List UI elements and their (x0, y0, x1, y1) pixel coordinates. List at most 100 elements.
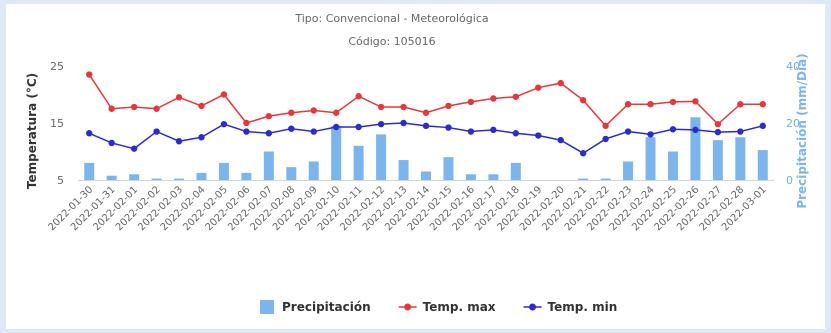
temp-min-point (647, 131, 654, 138)
chart-subtitle: Tipo: Convencional - Meteorológica Códig… (294, 12, 488, 48)
precipitation-bar (106, 175, 117, 180)
temp-min-point (153, 128, 160, 135)
temp-min-point (377, 120, 385, 128)
temp-max-point (220, 91, 228, 98)
precipitation-bar (84, 162, 95, 180)
temp-min-point (714, 128, 722, 136)
legend-label: Temp. min (548, 300, 618, 314)
precipitation-bar (353, 145, 364, 180)
temp-max-point (377, 103, 385, 111)
temp-max-point (737, 100, 744, 108)
chart-frame: Tipo: Convencional - Meteorológica Códig… (6, 4, 825, 329)
legend-marker (529, 303, 537, 311)
temp-max-point (355, 93, 362, 100)
precipitation-bar (510, 162, 521, 180)
legend-item-temp-max[interactable]: Temp. max (398, 300, 496, 314)
temp-max-point (579, 97, 587, 104)
temp-max-point (535, 84, 542, 91)
temp-min-point (579, 150, 587, 157)
temp-min-point (175, 138, 183, 145)
precipitation-bar (690, 117, 701, 180)
temp-max-line (88, 74, 763, 127)
temp-max-point (108, 105, 115, 112)
y-right-tick-label: 20 (786, 117, 800, 130)
precipitation-bar (645, 137, 656, 180)
temp-min-point (669, 126, 677, 133)
precipitation-bar (286, 167, 297, 180)
temperature-lines (86, 71, 766, 157)
precipitation-bars (84, 117, 768, 180)
legend-label: Temp. max (423, 300, 496, 314)
subtitle-code: Código: 105016 (348, 35, 435, 48)
y-right-tick-label: 0 (786, 174, 793, 187)
temp-max-point (557, 79, 564, 87)
temp-max-point (759, 100, 766, 108)
temp-min-point (288, 125, 295, 132)
temp-max-point (86, 71, 93, 78)
temp-min-point (422, 122, 430, 130)
temp-min-point (467, 128, 475, 135)
temp-min-point (557, 136, 564, 144)
temp-min-point (130, 145, 138, 152)
precipitation-bar (196, 172, 207, 180)
temp-min-point (220, 120, 228, 128)
precipitation-bar (735, 137, 746, 180)
temp-max-point (602, 122, 609, 130)
temp-min-point (490, 126, 497, 134)
y-left-tick-label: 5 (57, 174, 64, 187)
temp-min-point (737, 128, 744, 135)
precipitation-bar (331, 125, 342, 180)
precipitation-bar (376, 134, 387, 180)
temp-max-point (422, 109, 430, 116)
precipitation-bar (308, 161, 319, 180)
y-left-tick-label: 15 (50, 117, 64, 130)
temp-min-point (445, 124, 452, 131)
precipitation-bar (623, 161, 634, 180)
temp-min-point (535, 132, 542, 139)
temp-min-point (265, 130, 273, 137)
precipitation-bar (578, 178, 589, 180)
temp-min-point (602, 135, 609, 143)
temp-min-point (759, 122, 766, 130)
temp-max-point (512, 93, 520, 100)
precipitation-bar (600, 178, 611, 180)
precipitation-bar (488, 174, 499, 180)
precipitation-bar (263, 151, 274, 180)
subtitle-type: Tipo: Convencional - Meteorológica (294, 12, 488, 25)
temp-min-point (512, 130, 520, 137)
y-right-tick-label: 40 (786, 60, 800, 73)
temp-min-point (310, 128, 317, 135)
y-left-tick-label: 25 (50, 60, 64, 73)
y-left-axis-title: Temperatura (°C) (25, 73, 39, 189)
temp-max-point (647, 100, 654, 108)
precipitation-bar (667, 151, 678, 180)
legend-marker (404, 303, 412, 311)
legend-item-temp-min[interactable]: Temp. min (523, 300, 618, 314)
y-right-ticks: 0 20 40 (786, 60, 800, 187)
temp-max-point (198, 102, 205, 110)
temp-max-point (692, 98, 699, 105)
precipitation-bar (129, 174, 140, 180)
temp-max-point (445, 102, 452, 110)
precipitation-bar (241, 172, 252, 180)
temp-max-point (467, 98, 475, 106)
temp-max-point (490, 95, 497, 102)
temp-max-point (669, 98, 677, 106)
temp-min-point (400, 119, 407, 127)
temp-max-point (288, 109, 295, 116)
legend-swatch (260, 300, 274, 314)
precipitation-bar (465, 174, 476, 180)
y-left-ticks: 5 15 25 (50, 60, 64, 187)
precipitation-bar (443, 157, 454, 180)
precipitation-bar (151, 178, 162, 180)
temp-max-point (130, 103, 138, 111)
legend-item-precipitacion[interactable]: Precipitación (260, 300, 371, 314)
temp-min-point (624, 128, 632, 135)
precipitation-bar (174, 178, 185, 180)
x-axis: 2022-01-302022-01-312022-02-012022-02-02… (46, 180, 774, 233)
temp-max-point (714, 120, 722, 128)
temp-max-point (175, 94, 183, 101)
y-right-axis-title: Precipitación (mm/Día) (795, 53, 809, 208)
temp-max-point (265, 112, 273, 120)
temp-max-point (332, 109, 340, 116)
